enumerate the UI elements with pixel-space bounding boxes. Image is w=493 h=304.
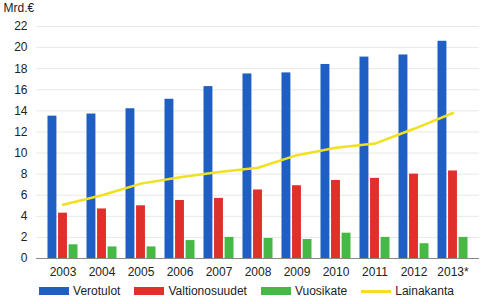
svg-text:14: 14: [14, 104, 28, 118]
html-text:Lainakanta: Lainakanta: [395, 284, 454, 298]
html-text:Valtionosuudet: Valtionosuudet: [168, 284, 247, 298]
html-text:Vuosikate: Vuosikate: [295, 284, 348, 298]
svg-text:12: 12: [14, 125, 28, 139]
svg-text:2004: 2004: [89, 265, 116, 279]
svg-text:2006: 2006: [167, 265, 194, 279]
svg-text:20: 20: [14, 40, 28, 54]
svg-text:16: 16: [14, 83, 28, 97]
svg-text:2010: 2010: [323, 265, 350, 279]
svg-text:2009: 2009: [284, 265, 311, 279]
svg-text:22: 22: [14, 19, 28, 33]
svg-text:4: 4: [21, 209, 28, 223]
svg-text:10: 10: [14, 146, 28, 160]
svg-text:2: 2: [21, 230, 28, 244]
svg-text:2013*: 2013*: [437, 265, 469, 279]
svg-text:2007: 2007: [206, 265, 233, 279]
svg-text:6: 6: [21, 188, 28, 202]
svg-text:2011: 2011: [362, 265, 388, 279]
svg-text:0: 0: [21, 251, 28, 265]
svg-text:2008: 2008: [245, 265, 272, 279]
svg-text:8: 8: [21, 167, 28, 181]
svg-text:18: 18: [14, 62, 28, 76]
svg-text:2003: 2003: [50, 265, 77, 279]
svg-text:2005: 2005: [128, 265, 155, 279]
html-text:Verotulot: Verotulot: [73, 284, 121, 298]
svg-text:Mrd.€: Mrd.€: [4, 1, 35, 15]
svg-text:2012: 2012: [401, 265, 428, 279]
